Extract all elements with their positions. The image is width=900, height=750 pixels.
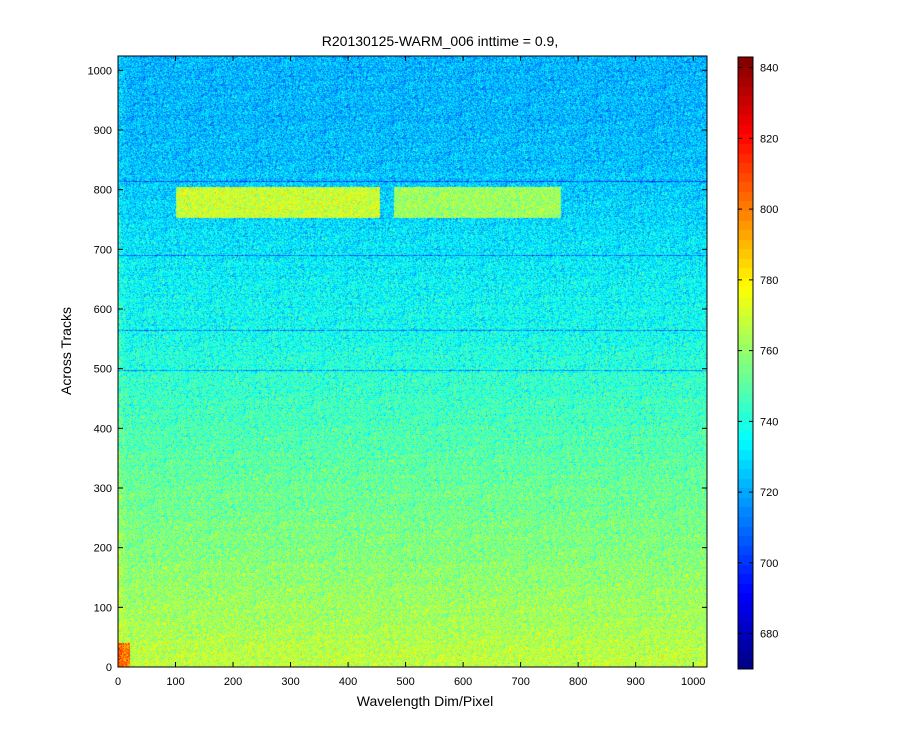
colorbar-tick-label: 760	[760, 346, 778, 358]
colorbar-tick-label: 820	[760, 133, 778, 145]
y-tick-label: 0	[106, 662, 112, 674]
x-tick-label: 500	[396, 676, 414, 688]
heatmap-image	[118, 56, 707, 667]
x-tick-label: 1000	[681, 676, 705, 688]
y-tick-label: 1000	[88, 65, 112, 77]
colorbar-tick-label: 780	[760, 275, 778, 287]
y-tick-label: 100	[94, 602, 112, 614]
y-tick-label: 400	[94, 423, 112, 435]
x-tick-label: 800	[569, 676, 587, 688]
x-axis: 0 100 200 300 400 500 600 700 800 900 1000	[115, 56, 705, 688]
colorbar-tick-label: 720	[760, 487, 778, 499]
y-tick-label: 500	[94, 364, 112, 376]
chart-title: R20130125-WARM_006 inttime = 0.9,	[322, 33, 558, 49]
x-tick-label: 900	[626, 676, 644, 688]
colorbar-tick-label: 740	[760, 416, 778, 428]
x-tick-label: 400	[339, 676, 357, 688]
y-tick-label: 900	[94, 125, 112, 137]
colorbar-tick-label: 800	[760, 204, 778, 216]
y-tick-label: 600	[94, 304, 112, 316]
colorbar-tick-label: 680	[760, 629, 778, 641]
x-tick-label: 700	[511, 676, 529, 688]
colorbar-frame	[737, 56, 754, 670]
y-tick-label: 800	[94, 185, 112, 197]
x-axis-label: Wavelength Dim/Pixel	[357, 693, 493, 709]
colorbar-tick-label: 840	[760, 63, 778, 75]
x-tick-label: 300	[281, 676, 299, 688]
y-tick-label: 700	[94, 244, 112, 256]
plot-frame	[117, 55, 708, 668]
y-tick-label: 200	[94, 543, 112, 555]
x-tick-label: 200	[224, 676, 242, 688]
x-tick-label: 600	[454, 676, 472, 688]
x-tick-label: 100	[166, 676, 184, 688]
y-axis: 0 100 200 300 400 500 600 700 800 900 1000	[88, 65, 707, 674]
colorbar-axis: 680 700 720 740 760 780 800 820 840	[738, 63, 778, 641]
y-axis-label: Across Tracks	[58, 307, 74, 395]
colorbar-tick-label: 700	[760, 558, 778, 570]
y-tick-label: 300	[94, 483, 112, 495]
x-tick-label: 0	[115, 676, 121, 688]
colorbar-gradient	[738, 57, 753, 669]
